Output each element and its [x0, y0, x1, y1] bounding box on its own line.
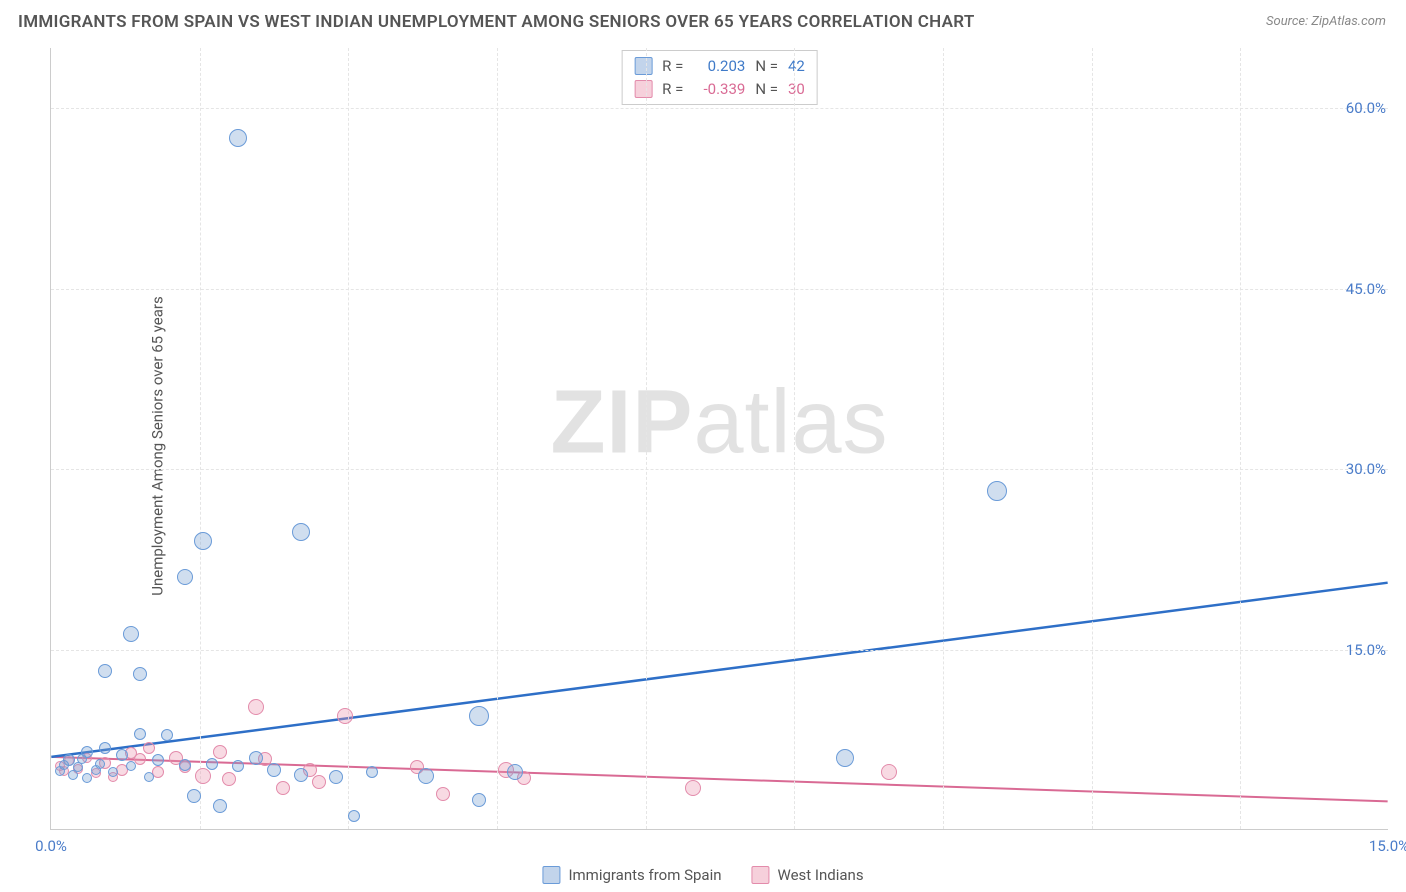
data-point [329, 770, 343, 784]
x-tick-label: 15.0% [1369, 837, 1406, 855]
data-point [294, 768, 308, 782]
data-point [472, 793, 486, 807]
grid-v [646, 48, 647, 829]
data-point [77, 754, 87, 764]
data-point [249, 751, 263, 765]
grid-v [1240, 48, 1241, 829]
legend-item-blue: Immigrants from Spain [542, 866, 721, 884]
data-point [95, 759, 105, 769]
data-point [366, 766, 378, 778]
legend-swatch-blue-icon [542, 866, 560, 884]
data-point [507, 764, 523, 780]
data-point [229, 129, 247, 147]
grid-h [51, 469, 1388, 470]
data-point [213, 799, 227, 813]
data-point [144, 772, 154, 782]
data-point [82, 773, 92, 783]
data-point [267, 763, 281, 777]
data-point [116, 749, 128, 761]
swatch-pink-icon [634, 80, 652, 98]
n-label: N = [755, 78, 778, 101]
swatch-blue-icon [634, 57, 652, 75]
data-point [276, 781, 290, 795]
r-value-blue: 0.203 [693, 55, 745, 78]
legend-label-pink: West Indians [778, 866, 864, 884]
data-point [194, 532, 212, 550]
data-point [133, 667, 147, 681]
data-point [348, 810, 360, 822]
data-point [206, 758, 218, 770]
data-point [469, 706, 489, 726]
grid-v [200, 48, 201, 829]
n-value-blue: 42 [788, 55, 805, 78]
data-point [232, 760, 244, 772]
data-point [179, 759, 191, 771]
n-value-pink: 30 [788, 78, 805, 101]
y-tick-label: 30.0% [1346, 460, 1390, 478]
watermark-light: atlas [693, 372, 888, 472]
data-point [68, 770, 78, 780]
n-label: N = [755, 55, 778, 78]
grid-h [51, 289, 1388, 290]
x-tick-label: 0.0% [35, 837, 67, 855]
data-point [108, 767, 118, 777]
data-point [836, 749, 854, 767]
grid-v [1092, 48, 1093, 829]
watermark: ZIPatlas [550, 371, 888, 474]
legend-label-blue: Immigrants from Spain [568, 866, 721, 884]
data-point [987, 481, 1007, 501]
data-point [195, 768, 211, 784]
data-point [436, 787, 450, 801]
data-point [248, 699, 264, 715]
trend-line [51, 583, 1387, 757]
legend: Immigrants from Spain West Indians [542, 866, 863, 884]
data-point [187, 789, 201, 803]
correlation-stats-box: R = 0.203 N = 42 R = -0.339 N = 30 [621, 50, 818, 105]
chart-plot-area: ZIPatlas R = 0.203 N = 42 R = -0.339 N =… [50, 48, 1388, 830]
grid-v [794, 48, 795, 829]
y-tick-label: 60.0% [1346, 99, 1390, 117]
data-point [337, 708, 353, 724]
grid-h [51, 650, 1388, 651]
r-label: R = [662, 55, 683, 78]
source-attribution: Source: ZipAtlas.com [1266, 14, 1386, 29]
data-point [143, 742, 155, 754]
grid-h [51, 108, 1388, 109]
data-point [126, 761, 136, 771]
stats-row-pink: R = -0.339 N = 30 [634, 78, 805, 101]
data-point [161, 729, 173, 741]
y-tick-label: 15.0% [1346, 641, 1390, 659]
data-point [59, 760, 69, 770]
y-tick-label: 45.0% [1346, 280, 1390, 298]
data-point [881, 764, 897, 780]
data-point [685, 780, 701, 796]
data-point [312, 775, 326, 789]
data-point [98, 664, 112, 678]
stats-row-blue: R = 0.203 N = 42 [634, 55, 805, 78]
data-point [418, 768, 434, 784]
chart-title: IMMIGRANTS FROM SPAIN VS WEST INDIAN UNE… [18, 12, 975, 32]
data-point [99, 742, 111, 754]
data-point [292, 523, 310, 541]
watermark-bold: ZIP [550, 372, 693, 472]
legend-item-pink: West Indians [752, 866, 864, 884]
legend-swatch-pink-icon [752, 866, 770, 884]
data-point [152, 754, 164, 766]
r-label: R = [662, 78, 683, 101]
data-point [177, 569, 193, 585]
grid-v [943, 48, 944, 829]
data-point [222, 772, 236, 786]
data-point [134, 728, 146, 740]
data-point [213, 745, 227, 759]
r-value-pink: -0.339 [693, 78, 745, 101]
grid-v [497, 48, 498, 829]
data-point [123, 626, 139, 642]
